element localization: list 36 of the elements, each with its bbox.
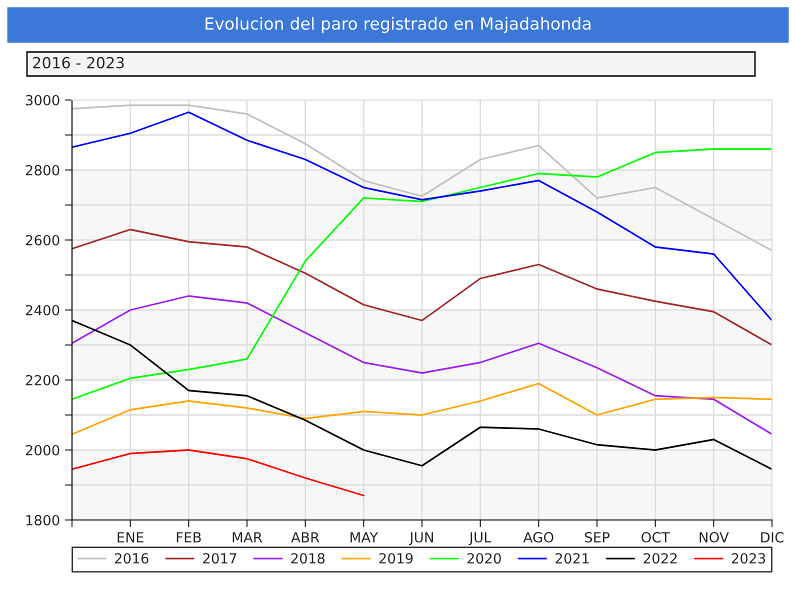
y-tick-label: 2400 bbox=[26, 304, 60, 316]
chart-title: Evolucion del paro registrado en Majadahonda bbox=[206, 16, 590, 34]
y-tick-label: 3000 bbox=[26, 94, 60, 106]
y-tick-label: 2600 bbox=[26, 234, 60, 246]
legend-label: 2018 bbox=[291, 553, 325, 564]
line-series bbox=[72, 228, 772, 346]
x-tick-label: DIC bbox=[761, 532, 784, 543]
legend-label: 2021 bbox=[556, 553, 589, 564]
legend-label: 2022 bbox=[644, 553, 677, 564]
x-tick-label: ENE bbox=[118, 532, 144, 542]
legend-label: 2019 bbox=[379, 553, 413, 564]
y-tick-label: 1800 bbox=[26, 514, 60, 526]
line-series bbox=[72, 382, 772, 436]
line-series bbox=[72, 295, 772, 436]
x-tick-label: OCT bbox=[642, 532, 670, 543]
legend-label: 2020 bbox=[467, 553, 501, 564]
chart-subtitle: 2016 - 2023 bbox=[33, 56, 124, 68]
line-series bbox=[72, 104, 772, 252]
line-series bbox=[72, 111, 772, 322]
line-series bbox=[72, 148, 772, 400]
y-tick-label: 2800 bbox=[26, 164, 60, 176]
x-tick-label: JUN bbox=[408, 532, 433, 546]
y-tick-label: 2200 bbox=[26, 374, 60, 386]
y-tick-label: 2000 bbox=[26, 444, 60, 456]
line-series bbox=[72, 449, 364, 496]
x-tick-label: FEB bbox=[176, 532, 201, 542]
x-tick-label: NOV bbox=[700, 532, 729, 543]
x-tick-label: MAY bbox=[350, 532, 378, 542]
x-tick-label: ABR bbox=[291, 532, 320, 542]
x-tick-label: MAR bbox=[232, 532, 262, 542]
legend-label: 2017 bbox=[203, 553, 236, 564]
x-tick-label: JUL bbox=[468, 532, 492, 546]
x-tick-label: AGO bbox=[523, 532, 554, 543]
legend-label: 2016 bbox=[114, 553, 148, 564]
x-tick-label: SEP bbox=[584, 532, 610, 543]
legend-label: 2023 bbox=[732, 553, 766, 564]
